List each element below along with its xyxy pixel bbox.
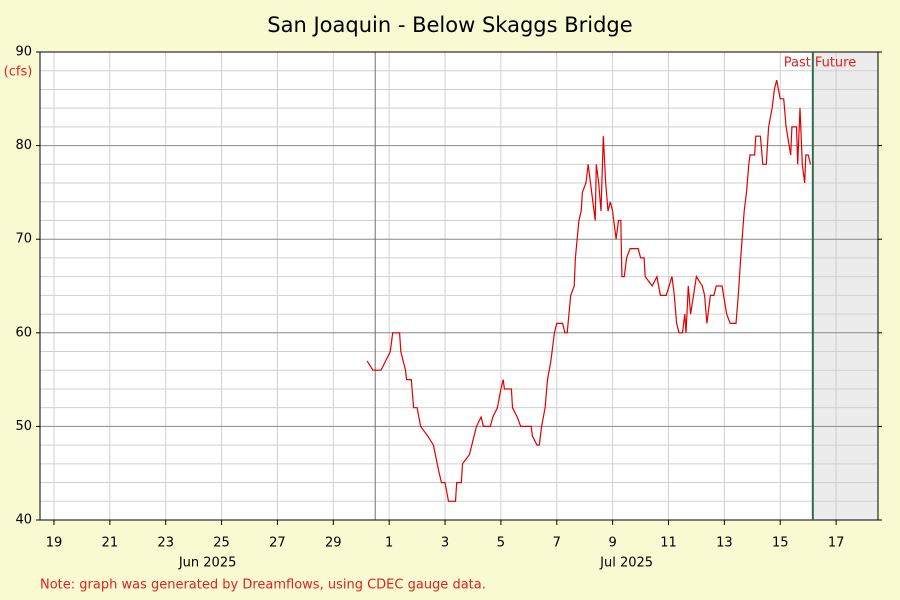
- chart-title: San Joaquin - Below Skaggs Bridge: [267, 13, 632, 37]
- x-tick-label: 13: [716, 536, 733, 551]
- x-tick-label: 7: [553, 536, 561, 551]
- flow-line: [366, 79, 812, 502]
- past-label: Past: [784, 56, 811, 71]
- x-tick-label: 21: [102, 536, 119, 551]
- future-region: [812, 52, 878, 520]
- y-tick-label: 90: [15, 45, 32, 60]
- y-tick-label: 70: [15, 232, 32, 247]
- future-label: Future: [815, 56, 856, 71]
- x-tick-label: 23: [157, 536, 174, 551]
- x-tick-label: 17: [828, 536, 845, 551]
- x-tick-label: 3: [441, 536, 449, 551]
- y-tick-label: 80: [15, 138, 32, 153]
- y-tick-label: 50: [15, 419, 32, 434]
- note: Note: graph was generated by Dreamflows,…: [40, 578, 486, 593]
- x-tick-label: 11: [660, 536, 677, 551]
- y-tick-label: 40: [15, 513, 32, 528]
- x-tick-label: 5: [497, 536, 505, 551]
- x-tick-label: 15: [772, 536, 789, 551]
- x-tick-label: 25: [213, 536, 230, 551]
- month-label: Jun 2025: [178, 556, 237, 571]
- y-axis-label: (cfs): [4, 65, 33, 80]
- y-tick-label: 60: [15, 325, 32, 340]
- plot-frame: [39, 51, 879, 521]
- x-tick-label: 9: [608, 536, 616, 551]
- x-tick-label: 19: [46, 536, 63, 551]
- x-tick-label: 29: [325, 536, 342, 551]
- month-label: Jul 2025: [599, 556, 653, 571]
- x-tick-label: 27: [269, 536, 286, 551]
- x-tick-label: 1: [385, 536, 393, 551]
